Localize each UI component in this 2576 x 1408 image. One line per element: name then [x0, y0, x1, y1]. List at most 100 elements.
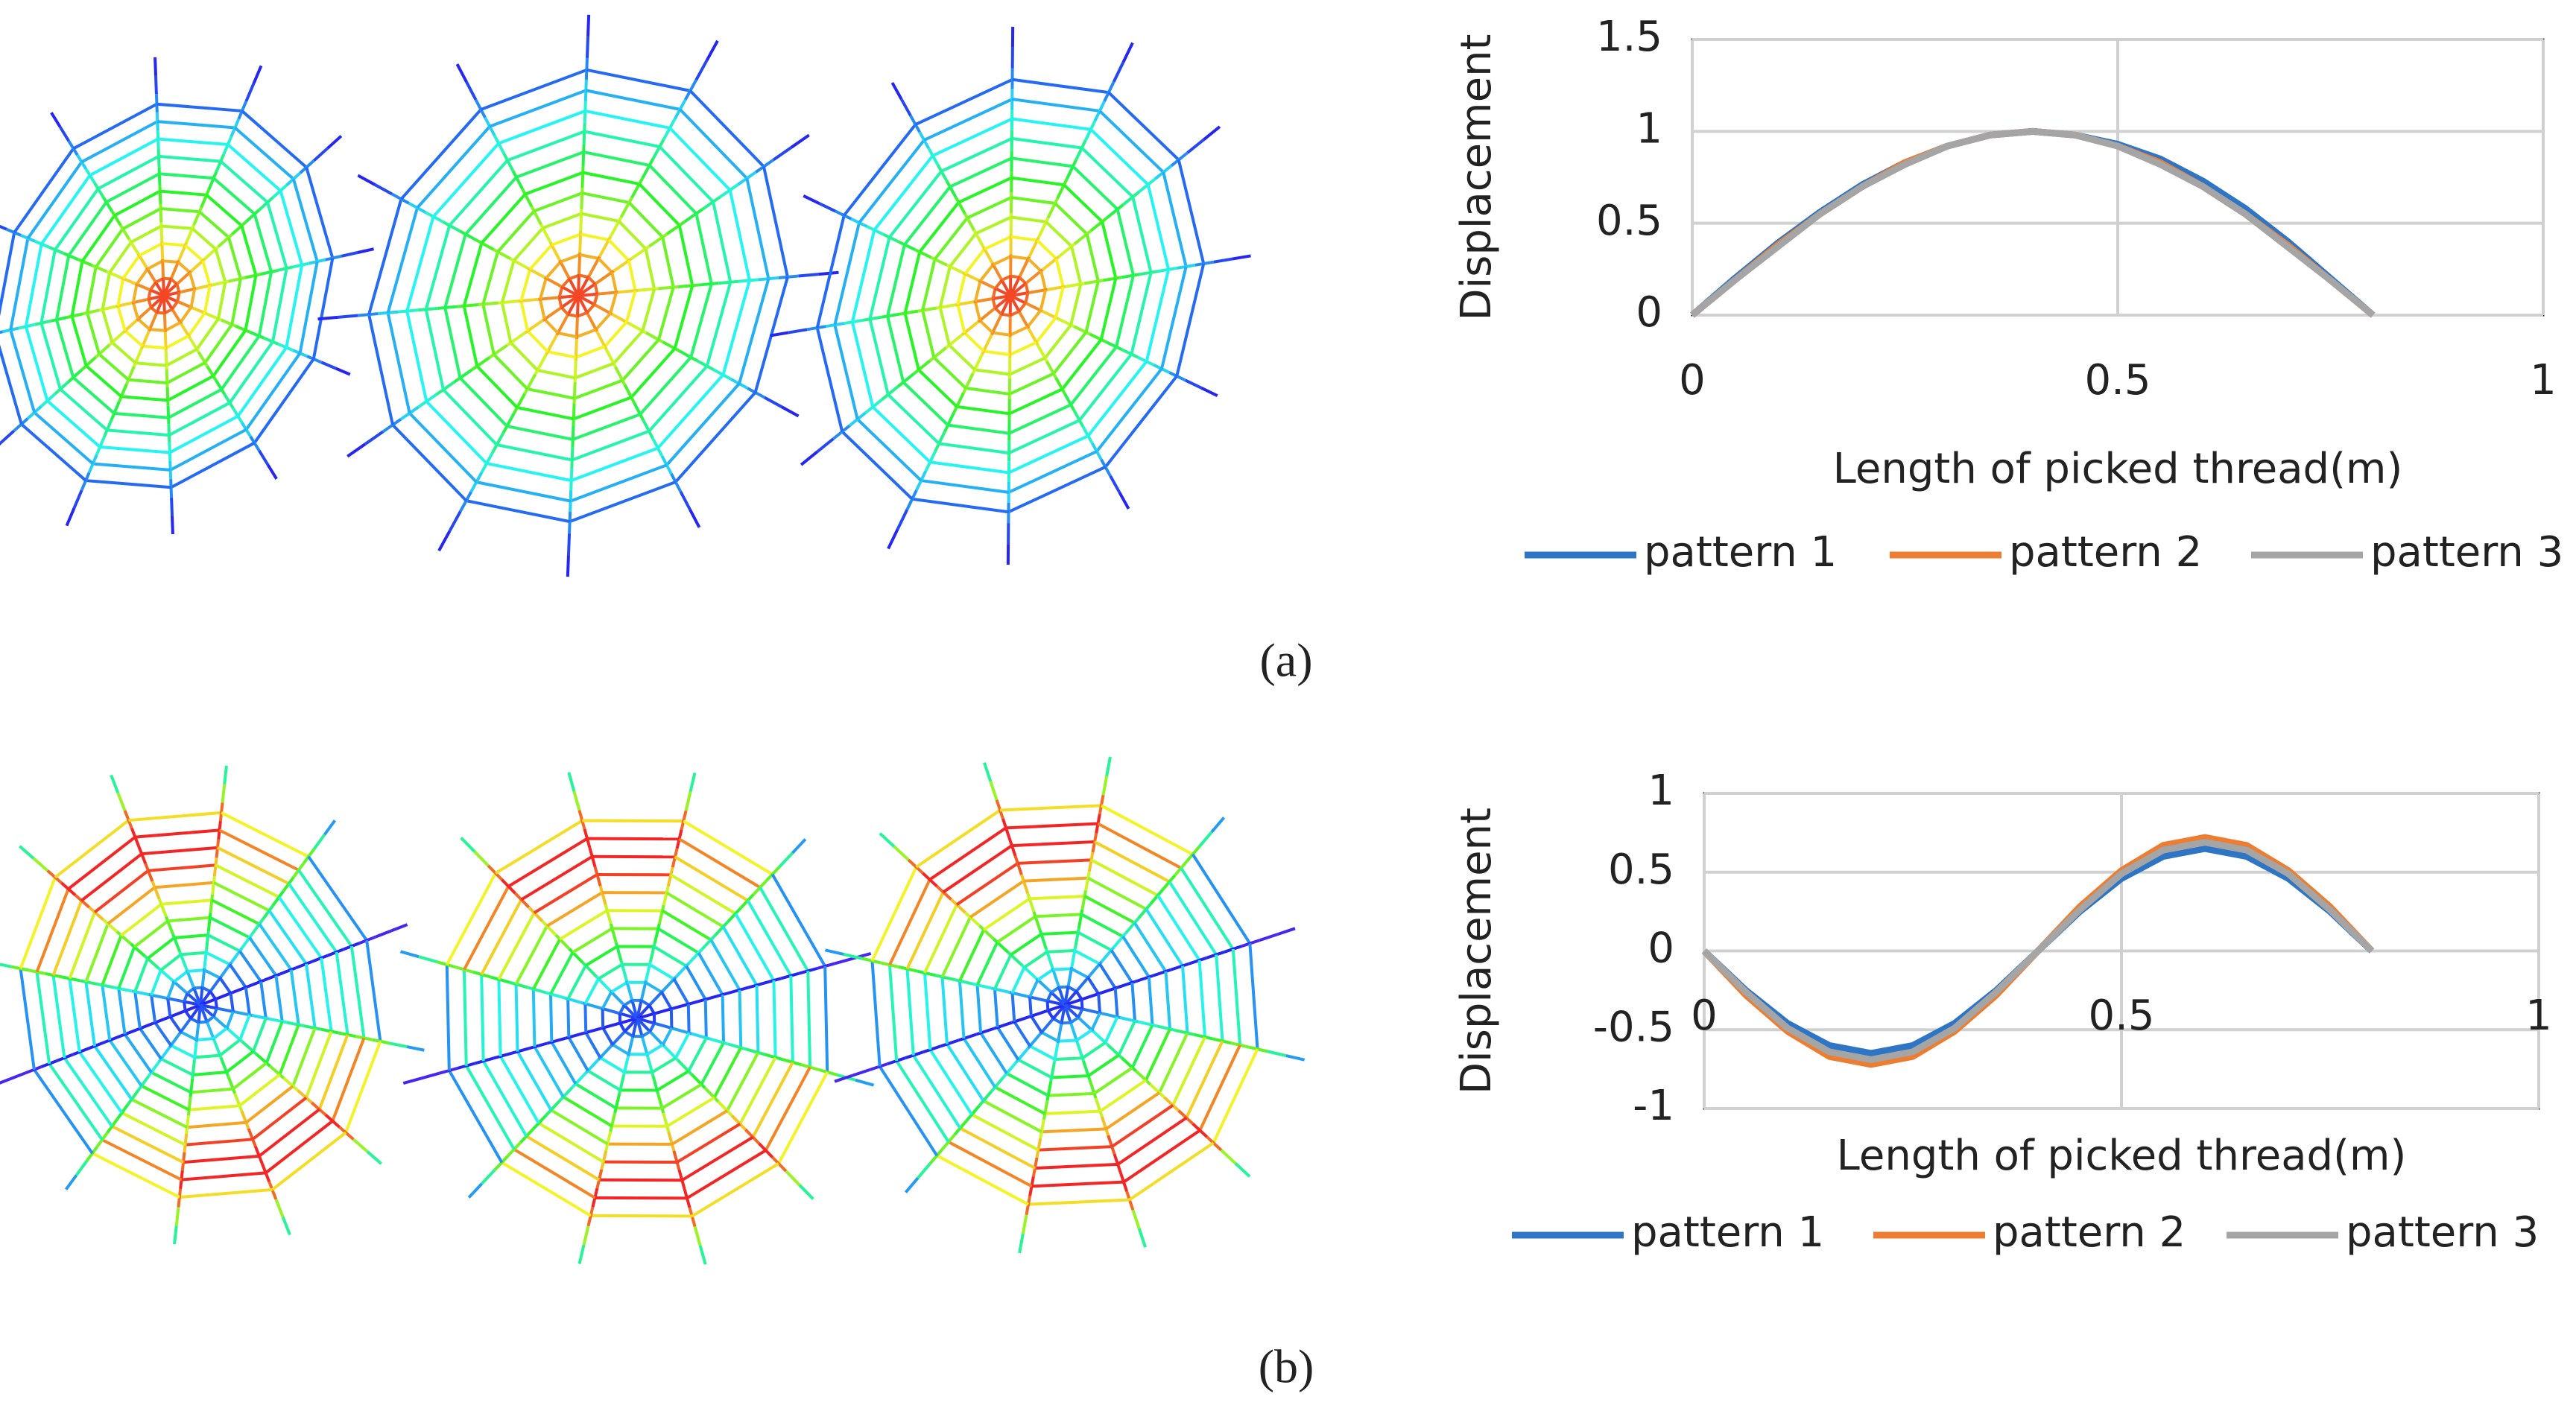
- web-thread: [92, 264, 107, 273]
- web-thread: [180, 1030, 197, 1041]
- web-thread: [238, 950, 262, 983]
- web-thread: [305, 963, 317, 1029]
- web-thread: [326, 135, 343, 150]
- web-thread: [770, 873, 826, 967]
- web-thread: [917, 1162, 931, 1179]
- web-thread: [656, 373, 724, 449]
- web-thread: [983, 897, 1031, 931]
- web-thread: [963, 332, 985, 352]
- web-thread: [498, 299, 519, 305]
- web-thread: [1083, 895, 1136, 925]
- web-thread: [158, 154, 221, 163]
- web-thread: [221, 784, 227, 803]
- web-thread: [598, 885, 607, 906]
- web-thread: [679, 108, 748, 180]
- web-thread: [146, 936, 176, 960]
- web-thread: [496, 443, 573, 462]
- web-thread: [35, 971, 51, 1065]
- web-thread: [835, 209, 852, 221]
- web-thread: [582, 122, 586, 145]
- web-thread: [717, 1100, 733, 1117]
- web-thread: [598, 963, 623, 980]
- web-thread: [85, 479, 171, 489]
- web-thread: [92, 1152, 180, 1199]
- web-thread: [1007, 951, 1024, 967]
- web-thread: [1177, 159, 1206, 264]
- web-thread: [994, 1085, 1046, 1115]
- web-thread: [558, 1086, 574, 1103]
- web-thread: [577, 294, 596, 307]
- web-thread: [232, 1062, 268, 1091]
- web-thread: [462, 305, 479, 367]
- web-thread: [646, 1043, 664, 1056]
- web-thread: [1074, 229, 1092, 245]
- web-thread: [506, 425, 574, 441]
- web-thread: [62, 975, 80, 983]
- web-thread: [579, 209, 583, 232]
- web-thread: [657, 287, 675, 340]
- web-thread: [618, 1004, 626, 1015]
- web-thread: [101, 196, 113, 212]
- web-thread: [673, 98, 687, 121]
- web-thread: [557, 296, 563, 308]
- web-thread: [1045, 361, 1057, 378]
- web-thread: [1082, 1060, 1092, 1080]
- web-thread: [390, 923, 408, 933]
- web-thread: [709, 939, 741, 991]
- web-thread: [1180, 867, 1235, 951]
- web-thread: [949, 156, 1013, 188]
- web-thread: [297, 1089, 313, 1104]
- web-thread: [641, 1030, 651, 1038]
- line-series: [1701, 839, 2375, 1063]
- web-thread: [688, 948, 703, 965]
- web-thread: [593, 866, 602, 887]
- web-thread: [868, 318, 890, 396]
- web-thread: [1072, 409, 1085, 428]
- web-thread: [46, 399, 101, 448]
- web-thread: [405, 311, 428, 402]
- web-thread: [372, 1038, 390, 1045]
- web-thread: [991, 298, 997, 309]
- web-thread: [481, 1060, 528, 1138]
- web-thread: [1113, 988, 1119, 1018]
- web-thread: [1122, 1129, 1201, 1184]
- web-thread: [501, 1161, 592, 1217]
- web-thread: [630, 177, 645, 199]
- web-thread: [1057, 986, 1066, 1006]
- web-thread: [1156, 1024, 1176, 1032]
- web-thread: [1102, 276, 1122, 282]
- web-thread: [816, 437, 835, 454]
- web-thread: [218, 828, 300, 872]
- web-thread: [358, 935, 376, 945]
- web-thread: [366, 1150, 382, 1165]
- web-thread: [173, 1225, 178, 1245]
- web-thread: [473, 850, 490, 867]
- web-thread: [121, 254, 141, 279]
- web-thread: [140, 1084, 190, 1112]
- web-thread: [923, 904, 958, 974]
- web-thread: [583, 977, 600, 1005]
- web-thread: [571, 1072, 586, 1088]
- web-thread: [493, 1155, 509, 1171]
- web-thread: [678, 283, 699, 288]
- web-thread: [448, 1070, 504, 1164]
- web-thread: [5, 227, 22, 237]
- web-thread: [800, 450, 818, 466]
- web-thread: [209, 990, 217, 1000]
- web-thread: [689, 283, 713, 358]
- web-thread: [263, 972, 281, 982]
- web-thread: [1075, 139, 1087, 161]
- web-thread: [1021, 1214, 1028, 1234]
- web-thread: [958, 980, 966, 1039]
- web-thread: [1069, 346, 1118, 406]
- web-thread: [463, 885, 510, 971]
- web-thread: [192, 1071, 227, 1076]
- web-thread: [460, 837, 476, 853]
- web-thread: [1106, 203, 1124, 219]
- web-thread: [54, 380, 70, 396]
- web-thread: [940, 916, 972, 978]
- web-thread: [95, 1132, 109, 1148]
- web-thread: [206, 1015, 215, 1024]
- web-thread: [149, 288, 165, 297]
- web-thread: [999, 295, 1012, 316]
